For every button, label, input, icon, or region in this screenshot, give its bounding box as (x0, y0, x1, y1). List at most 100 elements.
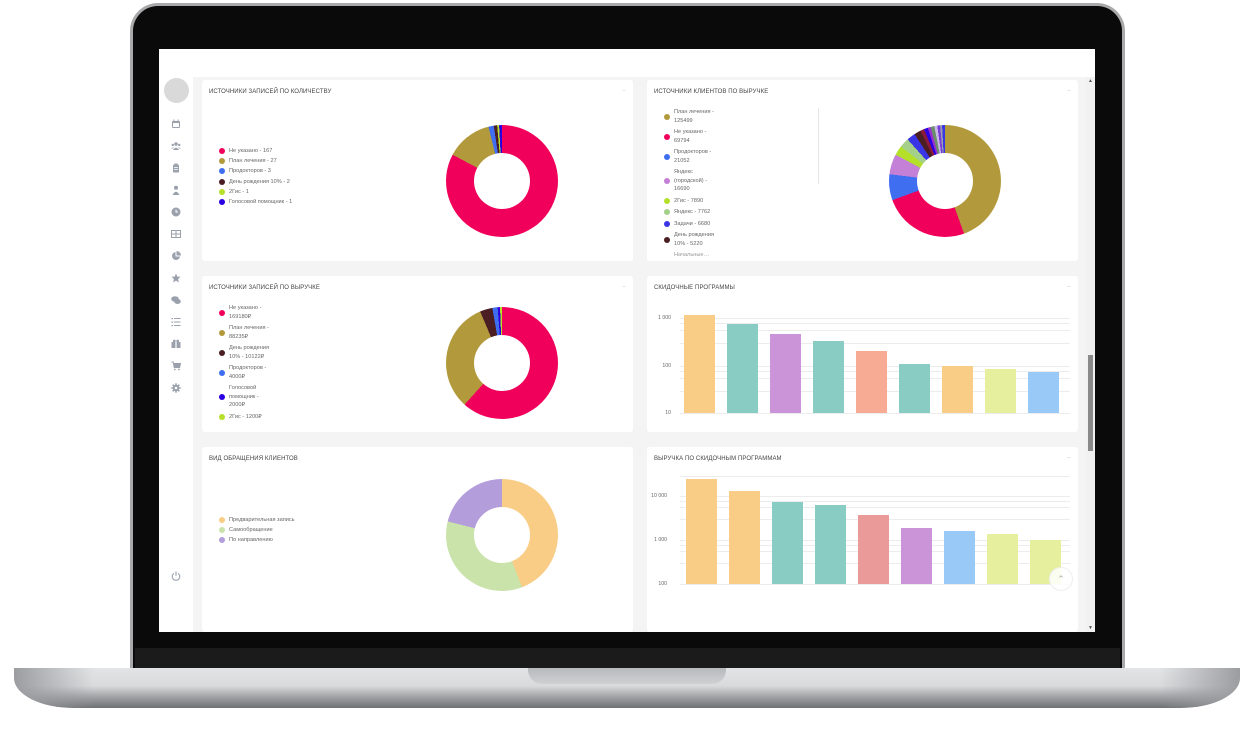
avatar[interactable] (164, 78, 189, 103)
legend-item[interactable]: Яндекс (городской) - 16690 (664, 168, 734, 194)
donut-chart[interactable] (446, 125, 558, 237)
card-menu-button[interactable]: ··· (1067, 455, 1071, 461)
legend-item[interactable]: Самообращение (219, 527, 295, 534)
bar[interactable] (729, 491, 760, 584)
legend-item[interactable]: Продокторов - 3 (219, 168, 292, 175)
legend-item[interactable]: День рождения 10% - 2 (219, 178, 292, 185)
page-scrollbar[interactable]: ▲ ▼ (1086, 77, 1095, 632)
legend-item[interactable]: Голосовой помощник - 1 (219, 198, 292, 205)
legend-item[interactable]: Начальные… (674, 252, 710, 258)
legend-item[interactable]: Не указано - 169180₽ (219, 304, 289, 321)
legend-item[interactable]: Голосовой помощник - 2000₽ (219, 384, 289, 410)
card-menu-button[interactable]: ··· (1067, 88, 1071, 94)
bar[interactable] (856, 351, 887, 413)
legend-scrollbar[interactable] (818, 108, 819, 184)
power-icon[interactable] (170, 571, 182, 583)
clipboard-icon[interactable] (170, 163, 182, 175)
y-tick: 1 000 (654, 537, 667, 543)
legend-item[interactable]: По направлению (219, 537, 295, 544)
bar[interactable] (944, 531, 975, 584)
bar-chart (680, 306, 1070, 414)
dashboard-content: ИСТОЧНИКИ ЗАПИСЕЙ ПО КОЛИЧЕСТВУ ··· Не у… (193, 77, 1086, 632)
bar[interactable] (987, 534, 1018, 584)
card-revenue-by-discount: ВЫРУЧКА ПО СКИДОЧНЫМ ПРОГРАММАМ ··· 10 0… (647, 447, 1078, 632)
scroll-up-arrow-icon[interactable]: ▲ (1088, 78, 1093, 84)
bar[interactable] (899, 364, 930, 413)
scroll-down-arrow-icon[interactable]: ▼ (1088, 625, 1093, 631)
card-title: ВИД ОБРАЩЕНИЯ КЛИЕНТОВ (209, 456, 298, 462)
bar-chart (680, 476, 1070, 585)
card-menu-button[interactable]: ··· (622, 88, 626, 94)
table-icon[interactable] (170, 229, 182, 241)
legend-item[interactable]: Яндекс - 7762 (664, 208, 734, 217)
clock-icon[interactable] (170, 207, 182, 219)
card-clients-by-revenue: ИСТОЧНИКИ КЛИЕНТОВ ПО ВЫРУЧКЕ ··· План л… (647, 80, 1078, 261)
bar[interactable] (727, 324, 758, 413)
users-icon[interactable] (170, 141, 182, 153)
legend-item[interactable]: Не указано - 167 (219, 148, 292, 154)
calendar-icon[interactable] (170, 119, 182, 131)
bar[interactable] (686, 479, 717, 584)
chart-legend: Предварительная запись Самообращение По … (219, 517, 295, 548)
card-title: ИСТОЧНИКИ КЛИЕНТОВ ПО ВЫРУЧКЕ (654, 89, 769, 95)
scrollbar-thumb[interactable] (1088, 355, 1093, 451)
y-tick: 10 000 (651, 493, 667, 499)
pie-chart-icon[interactable] (170, 251, 182, 263)
chevron-up-icon: ⌃ (1057, 574, 1065, 584)
card-title: СКИДОЧНЫЕ ПРОГРАММЫ (654, 285, 735, 291)
laptop-notch (528, 668, 726, 684)
legend-item[interactable]: Задачи - 6680 (664, 220, 734, 229)
bar[interactable] (942, 366, 973, 413)
legend-item[interactable]: Не указано - 69794 (664, 128, 734, 145)
bar[interactable] (985, 369, 1016, 413)
legend-item[interactable]: План лечения - 125499 (664, 108, 734, 125)
app-screen: ИСТОЧНИКИ ЗАПИСЕЙ ПО КОЛИЧЕСТВУ ··· Не у… (159, 49, 1095, 632)
donut-chart[interactable] (889, 125, 1001, 237)
chat-icon[interactable] (170, 295, 182, 307)
gift-icon[interactable] (170, 339, 182, 351)
legend-item[interactable]: 2Гис - 7890 (664, 197, 734, 206)
y-tick: 100 (658, 581, 667, 587)
bar[interactable] (684, 315, 715, 413)
card-title: ИСТОЧНИКИ ЗАПИСЕЙ ПО ВЫРУЧКЕ (209, 285, 320, 291)
star-icon[interactable] (170, 273, 182, 285)
card-title: ВЫРУЧКА ПО СКИДОЧНЫМ ПРОГРАММАМ (654, 456, 782, 462)
cart-icon[interactable] (170, 361, 182, 373)
bar[interactable] (772, 502, 803, 584)
chart-legend: Не указано - 169180₽ План лечения - 8823… (219, 304, 289, 424)
card-client-request-type: ВИД ОБРАЩЕНИЯ КЛИЕНТОВ Предварительная з… (202, 447, 633, 632)
card-title: ИСТОЧНИКИ ЗАПИСЕЙ ПО КОЛИЧЕСТВУ (209, 89, 332, 95)
legend-item[interactable]: День рождения 10% - 10122₽ (219, 344, 289, 361)
card-menu-button[interactable]: ··· (1067, 284, 1071, 290)
legend-item[interactable]: Предварительная запись (219, 517, 295, 523)
y-tick: 10 (665, 410, 671, 416)
scroll-to-top-button[interactable]: ⌃ (1049, 567, 1073, 591)
card-menu-button[interactable]: ··· (622, 284, 626, 290)
card-discount-programs: СКИДОЧНЫЕ ПРОГРАММЫ ··· 1 000 100 10 (647, 276, 1078, 432)
legend-item[interactable]: День рождения 10% - 5220 (664, 231, 734, 248)
y-tick: 1 000 (658, 315, 671, 321)
legend-item[interactable]: План лечения - 88235₽ (219, 324, 289, 341)
legend-item[interactable]: План лечения - 27 (219, 158, 292, 165)
chart-legend: Не указано - 167 План лечения - 27 Продо… (219, 148, 292, 209)
bar[interactable] (813, 341, 844, 413)
sidebar (159, 49, 193, 632)
legend-item[interactable]: 2Гис - 1200₽ (219, 413, 289, 422)
donut-chart[interactable] (446, 479, 558, 591)
list-icon[interactable] (170, 317, 182, 329)
gear-icon[interactable] (170, 383, 182, 395)
chart-legend: План лечения - 125499 Не указано - 69794… (664, 108, 734, 260)
doctor-icon[interactable] (170, 185, 182, 197)
legend-item[interactable]: Продокторов - 4000₽ (219, 364, 289, 381)
laptop-chin (135, 648, 1120, 670)
bar[interactable] (770, 334, 801, 413)
donut-chart[interactable] (446, 307, 558, 419)
bar[interactable] (1028, 372, 1059, 413)
legend-item[interactable]: 2Гис - 1 (219, 188, 292, 195)
bar[interactable] (858, 515, 889, 584)
bar[interactable] (901, 528, 932, 584)
card-records-by-count: ИСТОЧНИКИ ЗАПИСЕЙ ПО КОЛИЧЕСТВУ ··· Не у… (202, 80, 633, 261)
legend-item[interactable]: Продокторов - 21052 (664, 148, 734, 165)
y-tick: 100 (662, 363, 671, 369)
bar[interactable] (815, 505, 846, 584)
